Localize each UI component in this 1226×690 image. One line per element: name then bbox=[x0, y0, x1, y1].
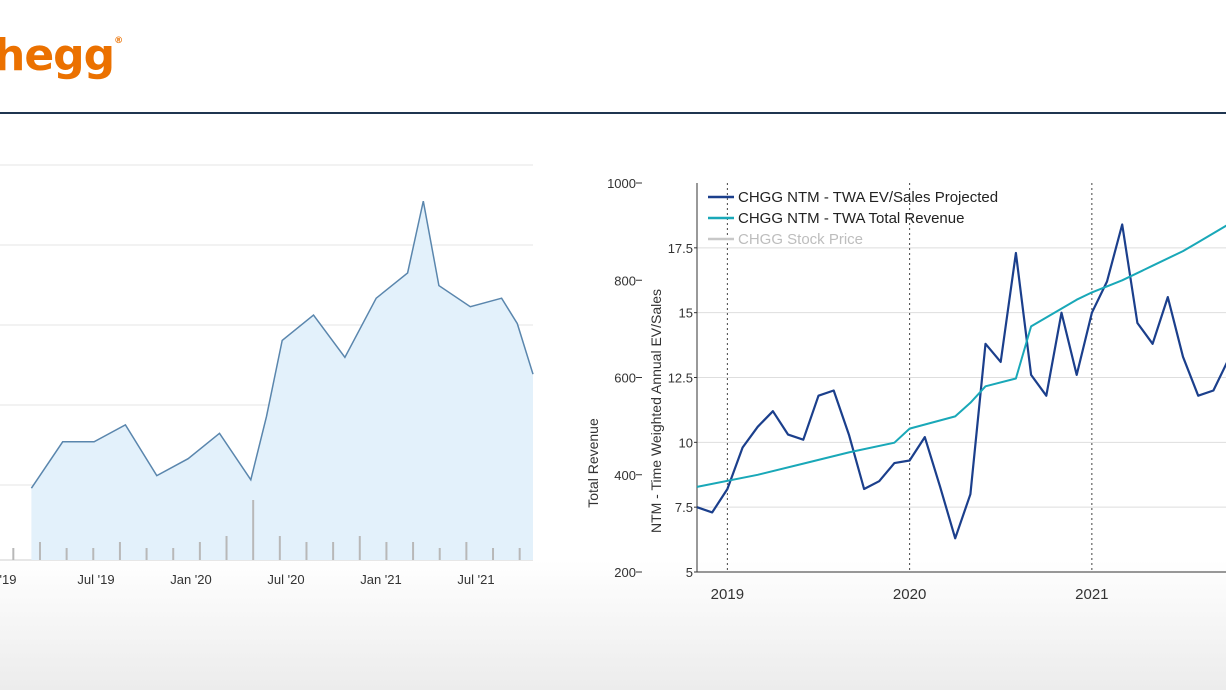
left-x-tick-label: Jan '21 bbox=[360, 572, 402, 587]
revenue-y-tick-label: 200 bbox=[614, 565, 636, 580]
right-x-tick-label: 2019 bbox=[711, 586, 744, 603]
left-x-tick-label: Jul '21 bbox=[457, 572, 494, 587]
ev-sales-y-tick-label: 7.5 bbox=[675, 500, 693, 515]
left-x-tick-label: Jul '20 bbox=[267, 572, 304, 587]
volume-bar bbox=[465, 542, 468, 560]
left-x-tick-label: Jul '19 bbox=[77, 572, 114, 587]
right-series bbox=[696, 223, 1226, 540]
volume-bar bbox=[65, 548, 68, 560]
volume-bar bbox=[518, 548, 521, 560]
total-revenue-line bbox=[696, 224, 1226, 488]
volume-bar bbox=[225, 536, 228, 560]
ev-sales-y-tick-label: 12.5 bbox=[668, 371, 693, 386]
legend-label: CHGG NTM - TWA Total Revenue bbox=[738, 210, 964, 227]
volume-bar bbox=[412, 542, 415, 560]
right-x-tick-labels: 2019 2020 2021 bbox=[711, 586, 1109, 603]
volume-bar bbox=[252, 500, 255, 560]
volume-bar bbox=[278, 536, 281, 560]
revenue-y-tick-label: 1000 bbox=[607, 176, 636, 191]
header-divider bbox=[0, 112, 1226, 114]
volume-bar bbox=[305, 542, 308, 560]
volume-bar bbox=[12, 548, 15, 560]
revenue-y-tick-label: 800 bbox=[614, 273, 636, 288]
legend-label: CHGG NTM - TWA EV/Sales Projected bbox=[738, 189, 998, 206]
right-x-tick-label: 2021 bbox=[1075, 586, 1108, 603]
registered-mark: ® bbox=[114, 36, 123, 46]
volume-bar bbox=[92, 548, 95, 560]
volume-bar bbox=[38, 542, 41, 560]
right-x-tick-label: 2020 bbox=[893, 586, 926, 603]
chegg-logo: hegg® bbox=[0, 30, 123, 81]
price-line bbox=[30, 200, 534, 489]
volume-bar bbox=[492, 548, 495, 560]
revenue-axis-label: Total Revenue bbox=[586, 418, 601, 508]
volume-bar bbox=[198, 542, 201, 560]
volume-bar bbox=[385, 542, 388, 560]
stock-price-area-chart: '19 Jul '19 Jan '20 Jul '20 Jan '21 Jul '21 bbox=[0, 164, 534, 587]
ev-sales-y-tick-label: 5 bbox=[686, 565, 693, 580]
left-x-tick-label: Jan '20 bbox=[170, 572, 212, 587]
ev-sales-y-tick-labels: 17.5 15 12.5 10 7.5 5 bbox=[668, 241, 697, 580]
revenue-y-tick-labels: 1000 800 600 400 200 bbox=[607, 176, 642, 580]
volume-bar bbox=[358, 536, 361, 560]
ev-sales-y-tick-label: 17.5 bbox=[668, 241, 693, 256]
volume-bar bbox=[118, 542, 121, 560]
left-x-tick-labels: '19 Jul '19 Jan '20 Jul '20 Jan '21 Jul '21 bbox=[0, 572, 495, 587]
revenue-y-tick-label: 400 bbox=[614, 468, 636, 483]
ev-sales-y-tick-label: 10 bbox=[679, 435, 693, 450]
right-grid bbox=[697, 183, 1226, 572]
ev-sales-y-tick-label: 15 bbox=[679, 306, 693, 321]
left-x-tick-label: '19 bbox=[0, 572, 16, 587]
price-area-fill bbox=[31, 201, 534, 560]
volume-bar bbox=[438, 548, 441, 560]
logo-text: hegg bbox=[0, 30, 115, 81]
legend-label: CHGG Stock Price bbox=[738, 231, 863, 248]
volume-bar bbox=[172, 548, 175, 560]
volume-bars bbox=[12, 500, 521, 560]
volume-bar bbox=[332, 542, 335, 560]
ev-sales-axis-label: NTM - Time Weighted Annual EV/Sales bbox=[648, 289, 664, 533]
ev-sales-projected-line bbox=[696, 223, 1226, 540]
revenue-y-tick-label: 600 bbox=[614, 371, 636, 386]
right-legend: CHGG NTM - TWA EV/Sales Projected CHGG NT… bbox=[708, 189, 998, 248]
volume-bar bbox=[145, 548, 148, 560]
